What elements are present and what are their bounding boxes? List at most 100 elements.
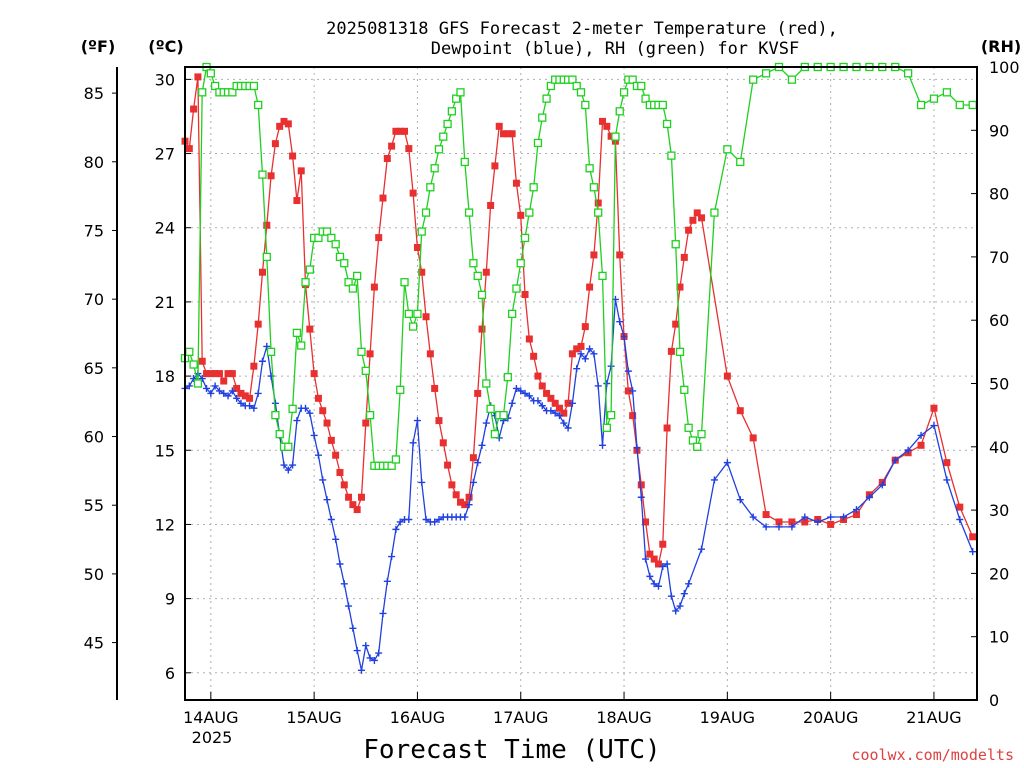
dewpoint-point <box>698 545 706 553</box>
2-meter-temperature-point <box>676 283 684 291</box>
rh-point <box>344 278 353 287</box>
dewpoint-point <box>564 424 572 432</box>
rh-point <box>469 259 478 268</box>
2-meter-temperature-point <box>228 370 236 378</box>
dewpoint-point <box>220 389 228 397</box>
rh-point <box>516 259 525 268</box>
2-meter-temperature-point <box>237 389 245 397</box>
2-meter-temperature-point <box>370 283 378 291</box>
rh-point <box>572 81 581 91</box>
dewpoint-point <box>508 399 516 407</box>
dewpoint-point <box>293 417 301 425</box>
dewpoint-point <box>383 577 391 585</box>
rh-point <box>292 328 302 338</box>
rh-point <box>473 271 482 281</box>
dewpoint-point <box>392 525 400 533</box>
rh-point <box>206 69 215 78</box>
2-meter-temperature-point <box>366 350 374 358</box>
2-meter-temperature-point <box>685 226 693 234</box>
2-meter-temperature-point <box>547 394 555 402</box>
dewpoint-point <box>607 362 615 370</box>
dewpoint-point <box>852 506 860 514</box>
dewpoint-point <box>289 461 297 469</box>
2-meter-temperature-point <box>310 370 318 378</box>
rh-point <box>353 271 362 281</box>
rh-point <box>955 100 964 110</box>
2-meter-temperature-point <box>827 520 835 528</box>
2-meter-temperature-point <box>396 127 404 135</box>
2-meter-temperature-point <box>461 501 469 509</box>
rh-point <box>198 88 207 97</box>
dewpoint-point <box>405 515 413 523</box>
dewpoint-point <box>633 444 641 452</box>
2-meter-temperature-point <box>698 214 706 222</box>
rh-point <box>662 119 672 129</box>
dewpoint-point <box>250 404 258 412</box>
2-meter-temperature-point <box>297 167 305 175</box>
rh-point <box>185 347 194 357</box>
rh-point <box>667 151 676 160</box>
dewpoint-point <box>357 666 365 674</box>
2-meter-temperature-point <box>930 404 938 412</box>
x-tick-label: 17AUG <box>493 708 548 727</box>
rh-tick-label: 10 <box>989 628 1009 647</box>
2-meter-temperature-point <box>418 268 426 276</box>
2-meter-temperature-point <box>775 518 783 526</box>
rh-point <box>589 183 599 192</box>
dewpoint-point <box>379 609 387 617</box>
dewpoint-point <box>736 496 744 504</box>
2-meter-temperature-point <box>289 152 297 160</box>
2-meter-temperature-point <box>439 439 447 447</box>
rh-point <box>688 436 698 445</box>
2-meter-temperature-point <box>194 73 202 81</box>
2-meter-temperature-point <box>500 130 508 138</box>
2-meter-temperature-point <box>943 459 951 467</box>
dewpoint-point <box>667 592 675 600</box>
rh-point <box>301 278 310 287</box>
2-meter-temperature-point <box>736 407 744 415</box>
dewpoint-point <box>534 397 542 405</box>
2-meter-temperature-point <box>203 370 211 378</box>
2-meter-temperature-point <box>340 481 348 489</box>
dewpoint-point <box>302 404 310 412</box>
dewpoint-point <box>827 513 835 521</box>
rh-point <box>417 227 426 236</box>
dewpoint-point <box>314 451 322 459</box>
rh-point <box>408 322 418 331</box>
rh-tick-label: 40 <box>989 438 1009 457</box>
2-meter-temperature-point <box>198 357 206 365</box>
dewpoint-point <box>323 496 331 504</box>
2-meter-temperature-point <box>672 320 680 328</box>
2-meter-temperature-point <box>663 424 671 432</box>
2-meter-temperature-point <box>319 407 327 415</box>
dewpoint-point <box>366 654 374 662</box>
dewpoint-point <box>650 580 658 588</box>
rh-point <box>942 88 952 97</box>
2-meter-temperature-point <box>543 389 551 397</box>
2-meter-temperature-point <box>362 419 370 427</box>
dewpoint-point <box>332 535 340 543</box>
dewpoint-point <box>599 441 607 449</box>
dewpoint-point <box>362 642 370 650</box>
fahrenheit-tick-label: 55 <box>84 496 104 515</box>
2-meter-temperature-point <box>607 132 615 140</box>
2-meter-temperature-point <box>594 199 602 207</box>
2-meter-temperature-point <box>246 394 254 402</box>
2-meter-temperature-point <box>435 417 443 425</box>
2-meter-temperature-point <box>521 290 529 298</box>
dewpoint-point <box>775 523 783 531</box>
rh-point <box>503 373 512 382</box>
rh-point <box>675 347 685 357</box>
rh-point <box>637 81 646 91</box>
dewpoint-point <box>211 382 219 390</box>
dewpoint-point <box>680 590 688 598</box>
rh-point <box>598 271 607 281</box>
rh-point <box>507 309 517 319</box>
2-meter-temperature-point <box>254 320 262 328</box>
2-meter-temperature-point <box>599 117 607 125</box>
x-tick-label: 19AUG <box>700 708 755 727</box>
2-meter-temperature-point <box>534 372 542 380</box>
rh-point <box>525 208 534 217</box>
dewpoint-point <box>878 481 886 489</box>
